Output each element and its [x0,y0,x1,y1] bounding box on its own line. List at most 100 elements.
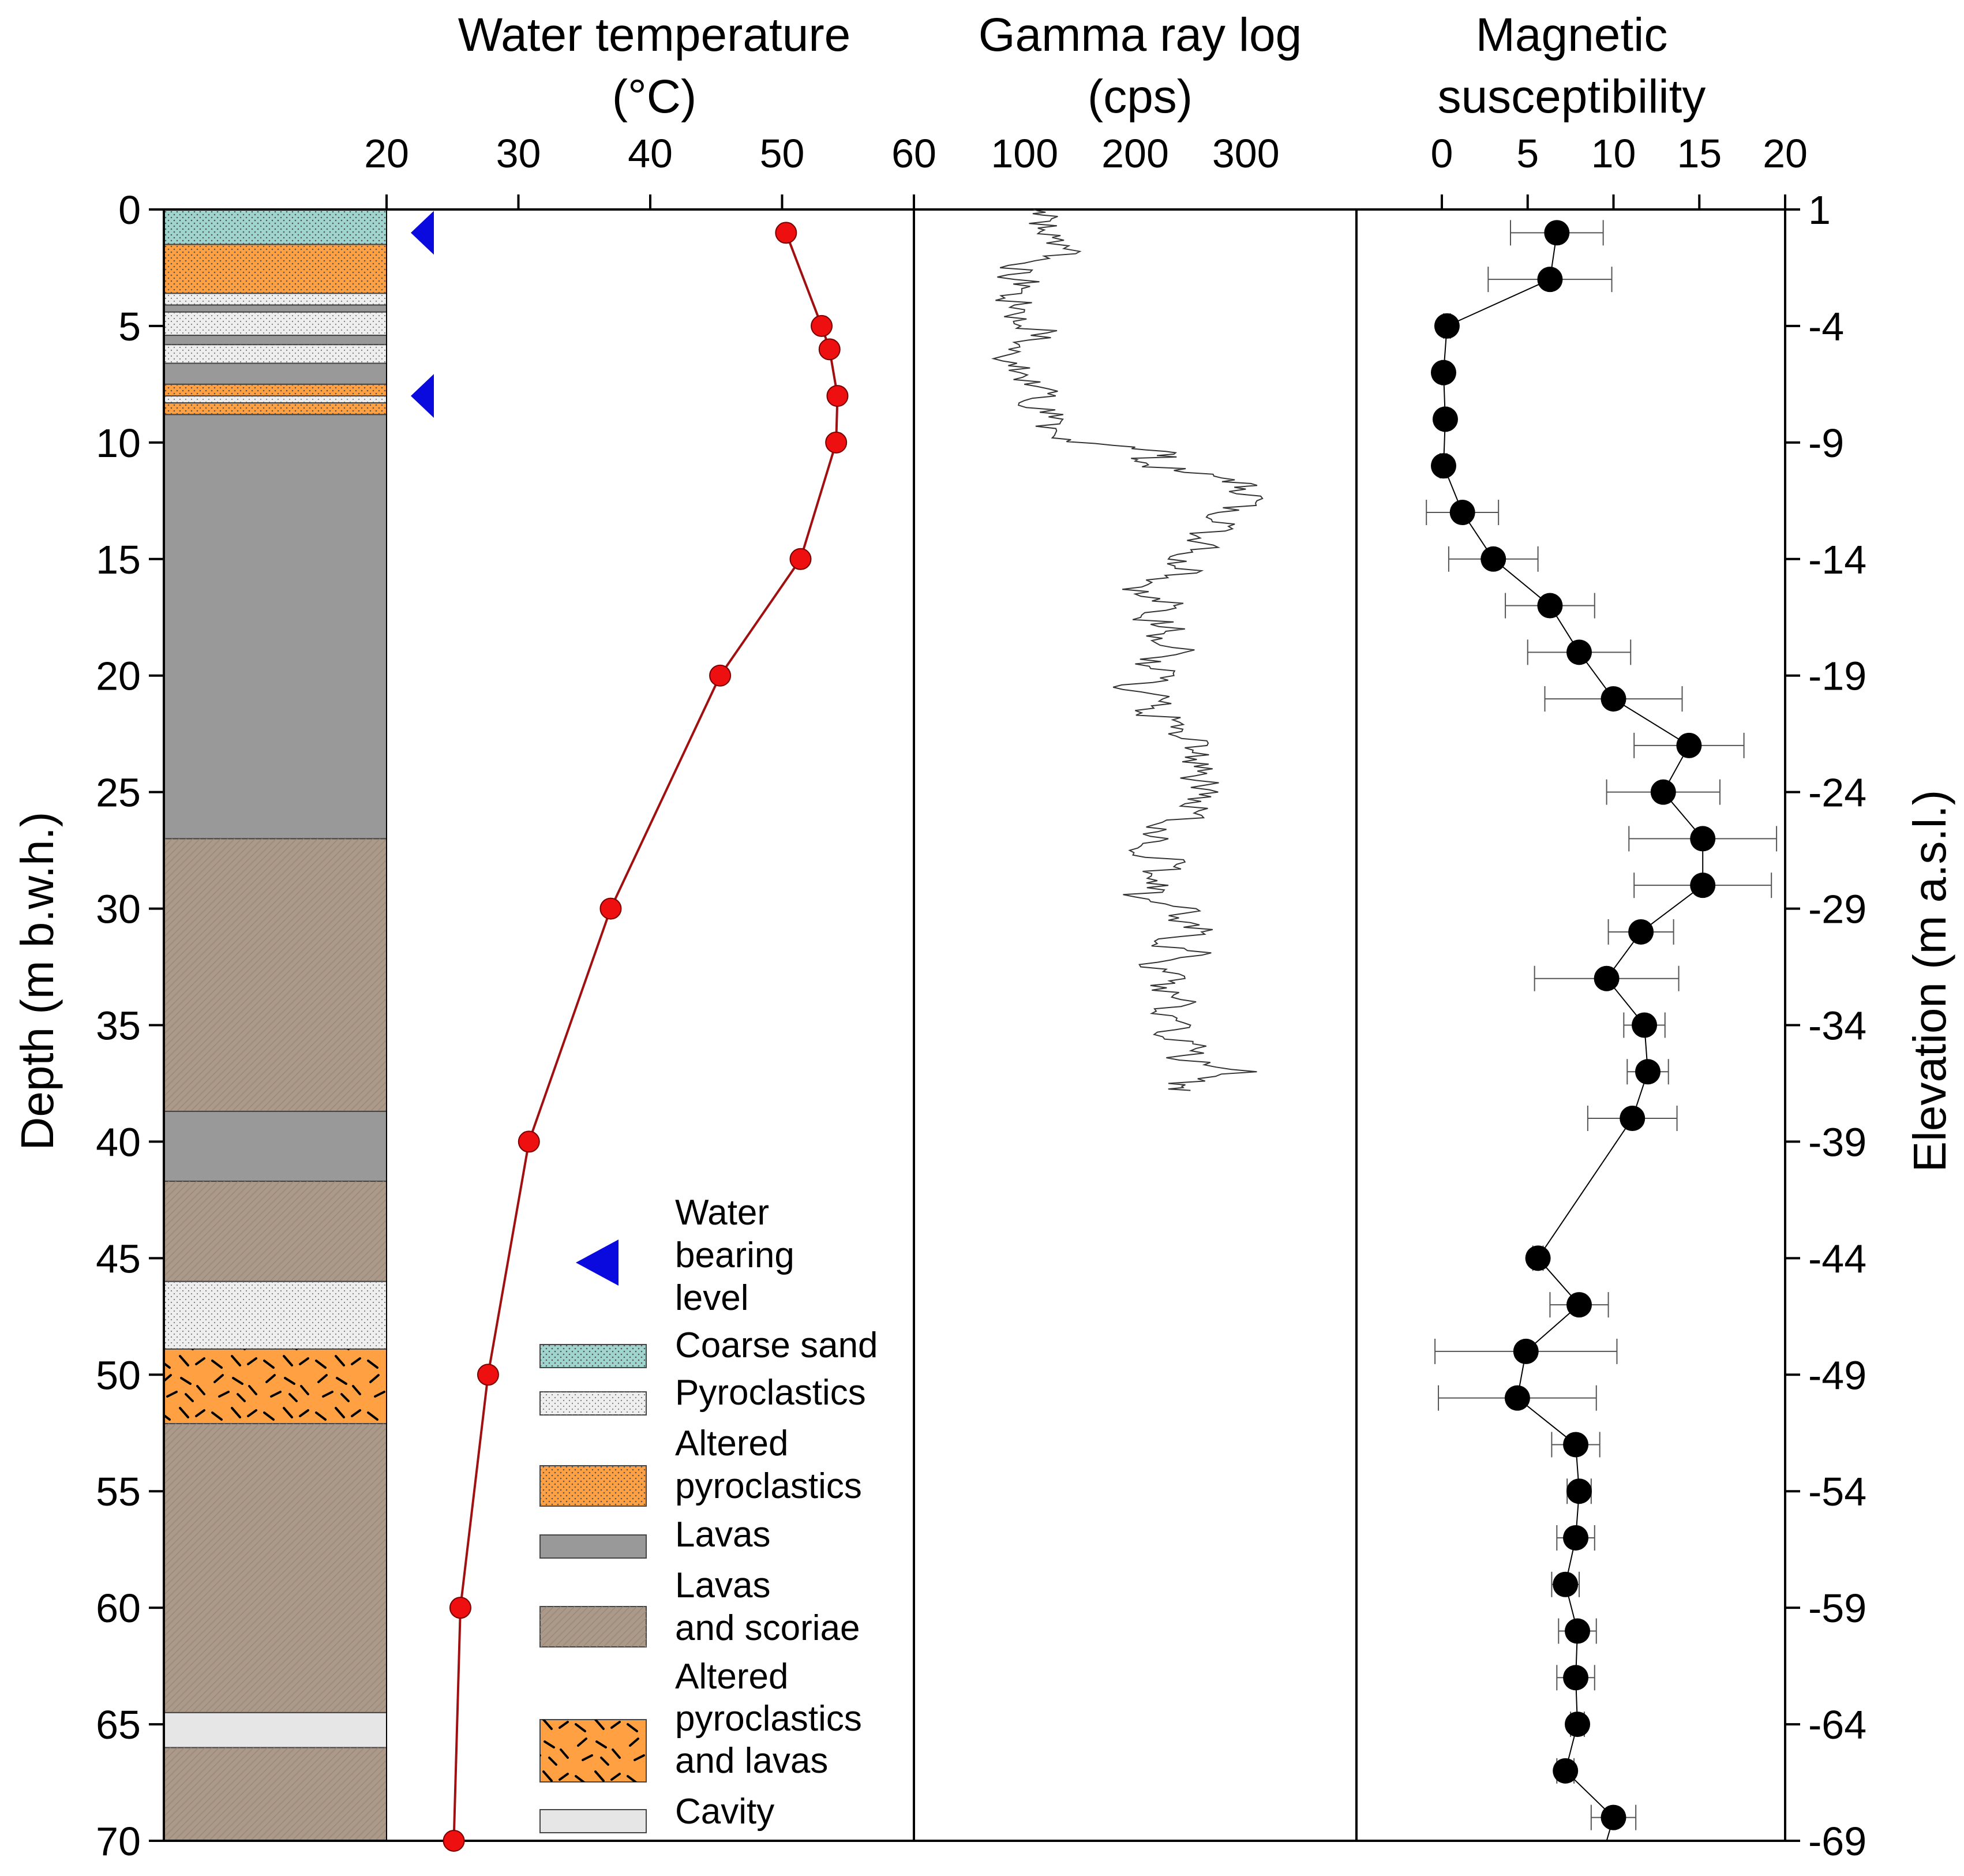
depth-tick-label: 45 [96,1236,141,1281]
elevation-tick-label: -14 [1808,537,1866,582]
elevation-tick-label: -19 [1808,654,1866,699]
lith-texture-pyroclastics [164,396,387,403]
elevation-axis-label: Elevation (m a.s.l.) [1904,790,1955,1172]
magnetic-point [1563,1525,1588,1551]
lith-layer-lavas [164,414,387,838]
lith-layer-lavas [164,335,387,345]
legend-coarse-sand-texture [540,1345,646,1368]
temperature-point [827,385,848,406]
depth-tick-label: 65 [96,1702,141,1747]
lith-texture-pyroclastics [164,345,387,363]
depth-tick-label: 70 [96,1819,141,1864]
temperature-point [775,222,796,243]
depth-tick-label: 60 [96,1586,141,1631]
magnetic-point [1566,1478,1592,1504]
temp-tick-label: 50 [760,131,805,176]
depth-tick-label: 35 [96,1003,141,1049]
legend-lavas-scoriae-1: Lavas [675,1566,770,1605]
temperature-point [811,316,832,336]
gamma-line [994,209,1262,1091]
magnetic-point [1620,1106,1645,1131]
temperature-point [710,665,730,686]
legend-altered-pyro-lavas-2: pyroclastics [675,1699,862,1739]
magnetic-point [1690,873,1715,898]
lith-texture-altered_pyro [164,403,387,414]
temp-tick-label: 20 [364,131,409,176]
gamma-title-2: (cps) [1088,70,1193,123]
magnetic-point [1526,1245,1551,1271]
elevation-tick-label: -59 [1808,1586,1866,1631]
titles: Water temperature (°C) Gamma ray log (cp… [458,9,1706,123]
lith-layer-lavas [164,364,387,384]
legend: Water bearing level Coarse sand Pyroclas… [540,1193,878,1833]
water-level-marker [411,374,434,418]
lith-texture-lavas_scoriae [164,838,387,1111]
magnetic-point [1481,546,1506,572]
legend-altered-pyro-lavas-3: and lavas [675,1741,828,1781]
magnetic-line [1444,233,1703,1841]
magnetic-point [1563,1432,1588,1457]
magnetic-point [1601,1805,1626,1830]
lith-texture-pyroclastics [164,312,387,335]
temp-tick-label: 60 [891,131,936,176]
legend-cavity: Cavity [675,1792,774,1832]
mag-tick-label: 5 [1516,131,1539,176]
lith-texture-lavas_scoriae [164,1424,387,1713]
elevation-tick-label: -64 [1808,1702,1866,1747]
gamma-tick-label: 100 [991,131,1058,176]
lith-layer-cavity [164,1713,387,1748]
lith-layer-lavas [164,1111,387,1181]
magnetic-point [1431,360,1456,385]
magnetic-point [1565,1712,1590,1737]
elevation-tick-label: -9 [1808,421,1844,466]
legend-lavas-scoriae-texture [540,1607,646,1647]
magnetic-point [1537,267,1562,292]
magnetic-point [1651,780,1676,805]
magnetic-point [1513,1339,1539,1364]
magnetic-point [1566,1292,1592,1317]
magnetic-point [1635,1059,1661,1084]
depth-tick-label: 10 [96,421,141,466]
depth-axis-label: Depth (m b.w.h.) [12,812,63,1151]
lithology-column [164,209,387,1841]
legend-water-3: level [675,1278,749,1318]
legend-lavas-swatch [540,1535,646,1558]
temperature-point [444,1830,464,1851]
lith-texture-altered_pyro [164,245,387,294]
magnetic-point [1676,733,1701,758]
mag-tick-label: 10 [1591,131,1636,176]
mag-tick-label: 0 [1431,131,1453,176]
lith-layer-lavas [164,305,387,312]
magnetic-point [1690,826,1715,851]
magnetic-point [1628,919,1654,945]
gamma-tick-label: 300 [1212,131,1280,176]
magnetic-series [1426,220,1776,1841]
temperature-point [819,339,840,360]
mag-tick-label: 20 [1763,131,1808,176]
temperature-point [826,432,846,453]
depth-tick-label: 20 [96,654,141,699]
elevation-tick-label: -54 [1808,1469,1866,1514]
lith-texture-coarse_sand [164,209,387,245]
temp-tick-label: 30 [496,131,541,176]
legend-altered-pyro-2: pyroclastics [675,1466,862,1506]
temperature-point [519,1131,539,1152]
legend-lavas-scoriae-2: and scoriae [675,1608,860,1648]
magnetic-point [1544,220,1569,245]
temp-title-2: (°C) [612,70,697,123]
magnetic-point [1632,1013,1657,1038]
legend-altered-pyro-lavas-1: Altered [675,1657,788,1697]
depth-tick-label: 15 [96,537,141,582]
magnetic-point [1601,686,1626,712]
mag-title-1: Magnetic [1476,9,1668,61]
well-log-figure: Water temperature (°C) Gamma ray log (cp… [0,0,1964,1876]
magnetic-point [1553,1758,1578,1784]
gamma-tick-label: 200 [1101,131,1169,176]
legend-lavas: Lavas [675,1515,770,1555]
lith-texture-altered_pyro_lavas [164,1349,387,1424]
magnetic-point [1431,453,1456,478]
magnetic-point [1563,1665,1588,1690]
legend-altered-pyro-texture [540,1466,646,1506]
magnetic-point [1565,1619,1590,1644]
magnetic-point [1553,1572,1578,1597]
